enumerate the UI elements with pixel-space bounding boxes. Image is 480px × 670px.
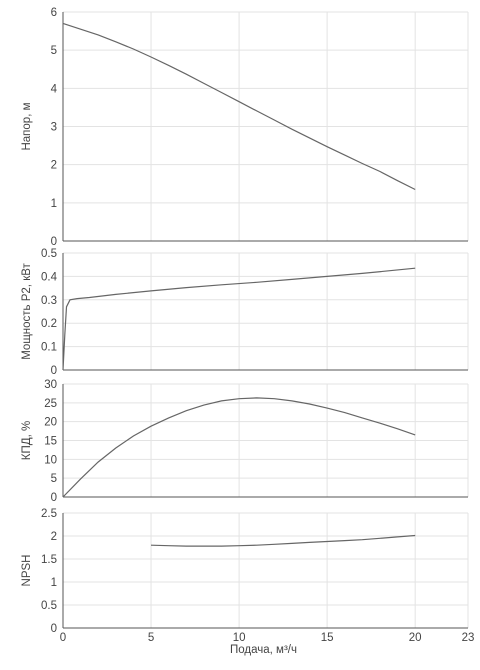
y-tick-label: 0 (51, 492, 57, 504)
series-line (150, 534, 416, 547)
y-tick-label: 0.2 (41, 318, 57, 330)
y-tick-label: 5 (51, 473, 57, 485)
y-tick-label: 0.5 (41, 600, 57, 612)
x-tick-label: 15 (321, 632, 334, 644)
y-tick-label: 5 (51, 45, 57, 57)
y-tick-label: 1.5 (41, 554, 57, 566)
y-tick-label: 10 (44, 454, 57, 466)
y-tick-label: 15 (44, 436, 57, 448)
chart-panel-3: 0 5 10 15 20 25 30 КПД, % (21, 379, 469, 504)
y-tick-label: 6 (51, 7, 57, 19)
y-tick-label: 2 (51, 531, 57, 543)
series-line (62, 267, 416, 371)
y-tick-label: 0.3 (41, 295, 57, 307)
x-tick-label: 0 (60, 632, 66, 644)
x-tick-label: 23 (462, 632, 475, 644)
y-tick-label: 2 (51, 160, 57, 172)
series-line (62, 22, 416, 191)
y-tick-label: 2.5 (41, 508, 57, 520)
y-axis-label: NPSH (21, 555, 33, 587)
y-axis-label: Мощность P2, кВт (21, 262, 33, 359)
y-tick-label: 0 (51, 623, 57, 635)
y-tick-label: 1 (51, 577, 57, 589)
y-tick-label: 0.1 (41, 342, 57, 354)
chart-panel-1: 0 1 2 3 4 5 6 Напор, м (21, 7, 469, 248)
y-tick-label: 25 (44, 398, 57, 410)
y-tick-label: 0 (51, 365, 57, 377)
y-tick-label: 20 (44, 417, 57, 429)
y-tick-label: 0.5 (41, 248, 57, 260)
y-tick-label: 3 (51, 122, 57, 134)
x-tick-label: 5 (148, 632, 154, 644)
y-axis-label: Напор, м (21, 102, 33, 150)
x-tick-label: 20 (409, 632, 422, 644)
y-tick-label: 1 (51, 198, 57, 210)
x-axis-label: Подача, м³/ч (230, 644, 297, 656)
y-tick-label: 0.4 (41, 271, 58, 283)
y-axis-label: КПД, % (21, 421, 33, 460)
x-tick-label: 10 (233, 632, 246, 644)
chart-panel-4: 0 0.5 1 1.5 2 2.5 NPSH 0 5 10 15 20 23 Подача, м³/ч (21, 508, 474, 656)
y-tick-label: 30 (44, 379, 57, 391)
series-line (62, 397, 416, 498)
y-tick-label: 4 (51, 83, 58, 95)
y-tick-label: 0 (51, 236, 57, 248)
chart-panel-2: 0 0.1 0.2 0.3 0.4 0.5 Мощность P2, кВт (21, 248, 469, 377)
